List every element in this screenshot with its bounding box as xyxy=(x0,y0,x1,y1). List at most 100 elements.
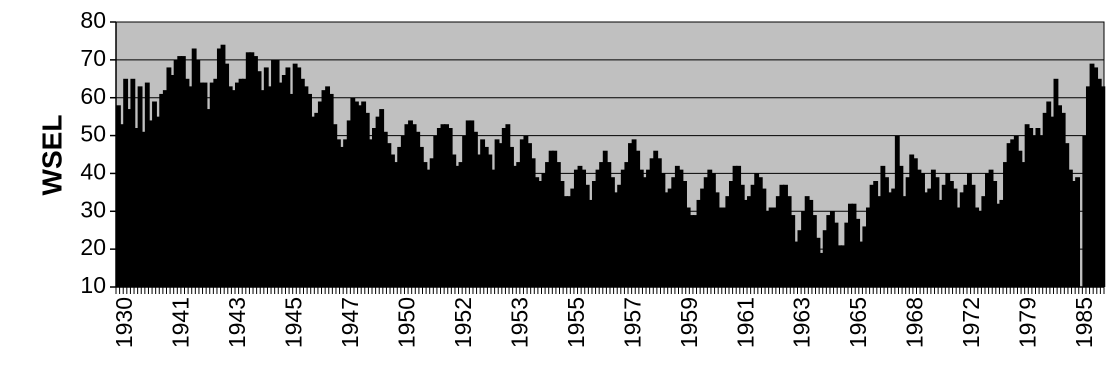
data-bar xyxy=(527,143,532,287)
data-bar xyxy=(505,124,511,288)
x-tick-label: 1953 xyxy=(506,297,532,348)
x-tick-label: 1930 xyxy=(111,297,137,348)
data-bar xyxy=(278,82,284,287)
data-bar xyxy=(1060,112,1066,287)
data-bar xyxy=(188,86,193,287)
y-tick-label: 10 xyxy=(80,272,106,298)
data-bar xyxy=(595,169,601,287)
data-bar xyxy=(361,101,367,287)
data-bar xyxy=(462,135,468,287)
data-bar xyxy=(779,184,785,287)
data-bar xyxy=(920,173,925,287)
data-bar xyxy=(775,196,781,287)
data-bar xyxy=(1049,116,1055,287)
data-bar xyxy=(534,177,540,287)
data-bar xyxy=(797,230,803,287)
bar-series xyxy=(116,44,1106,288)
data-bar xyxy=(422,162,428,287)
data-bar xyxy=(1010,139,1016,287)
data-bar xyxy=(667,188,673,287)
data-bar xyxy=(862,226,868,287)
data-bar xyxy=(404,124,410,288)
data-bar xyxy=(159,93,165,288)
data-bar xyxy=(328,93,334,288)
data-bar xyxy=(884,177,889,287)
data-bar xyxy=(898,165,904,287)
data-bar xyxy=(498,143,504,287)
data-bar xyxy=(786,196,792,287)
data-bar xyxy=(137,86,143,287)
data-bar xyxy=(826,215,832,287)
data-bar xyxy=(869,184,875,287)
x-tick-label: 1945 xyxy=(280,297,306,348)
x-tick-label: 1972 xyxy=(958,297,984,348)
data-bar xyxy=(126,109,132,287)
data-bar xyxy=(602,150,608,287)
data-bar xyxy=(757,177,763,287)
data-bar xyxy=(1042,112,1048,287)
data-bar xyxy=(692,215,698,287)
data-bar xyxy=(570,188,576,287)
y-tick-label: 80 xyxy=(80,7,106,33)
data-bar xyxy=(177,56,183,287)
data-bar xyxy=(566,196,572,287)
data-bar xyxy=(134,128,139,287)
data-bar xyxy=(696,199,702,287)
data-bar xyxy=(382,131,388,287)
y-tick-label: 40 xyxy=(80,159,106,185)
data-bar xyxy=(923,192,929,287)
data-bar xyxy=(343,139,349,287)
data-bar xyxy=(591,181,597,287)
data-bar xyxy=(1067,169,1073,287)
data-bar xyxy=(332,124,338,288)
x-tick-label: 1961 xyxy=(732,297,758,348)
data-bar xyxy=(588,199,594,287)
data-bar xyxy=(1064,143,1070,287)
data-bar xyxy=(1039,135,1044,287)
data-bar xyxy=(664,192,669,287)
data-bar xyxy=(880,165,886,287)
data-bar xyxy=(1053,78,1059,287)
data-bar xyxy=(927,188,933,287)
data-bar xyxy=(995,203,1001,287)
data-bar xyxy=(671,177,677,287)
data-bar xyxy=(725,196,731,287)
data-bar xyxy=(1013,135,1019,287)
data-bar xyxy=(963,184,969,287)
data-bar xyxy=(902,196,907,287)
data-bar xyxy=(833,222,839,287)
data-bar xyxy=(736,165,742,287)
data-bar xyxy=(364,112,370,287)
data-bar xyxy=(440,124,446,288)
data-bar xyxy=(754,173,760,287)
data-bar xyxy=(689,215,695,287)
data-bar xyxy=(325,86,331,287)
data-bar xyxy=(1006,143,1012,287)
data-bar xyxy=(231,90,237,287)
data-bar xyxy=(491,169,496,287)
data-bar xyxy=(930,169,936,287)
data-bar xyxy=(876,196,882,287)
data-bar xyxy=(959,192,965,287)
data-bar xyxy=(909,154,915,287)
data-bar xyxy=(934,177,940,287)
data-bar xyxy=(256,71,262,288)
data-bar xyxy=(307,93,312,288)
data-bar xyxy=(941,184,947,287)
data-bar xyxy=(227,86,233,287)
data-bar xyxy=(1003,162,1008,287)
data-bar xyxy=(372,128,377,287)
data-bar xyxy=(494,139,500,287)
data-bar xyxy=(339,146,345,287)
data-bar xyxy=(523,135,529,287)
data-bar xyxy=(1017,150,1023,287)
data-bar xyxy=(801,211,806,287)
data-bar xyxy=(390,154,395,287)
data-bar xyxy=(483,146,489,287)
data-bar xyxy=(815,237,821,287)
data-bar xyxy=(202,82,208,287)
data-bar xyxy=(476,154,482,287)
data-bar xyxy=(761,188,767,287)
data-bar xyxy=(469,120,475,288)
data-bar xyxy=(353,101,359,287)
